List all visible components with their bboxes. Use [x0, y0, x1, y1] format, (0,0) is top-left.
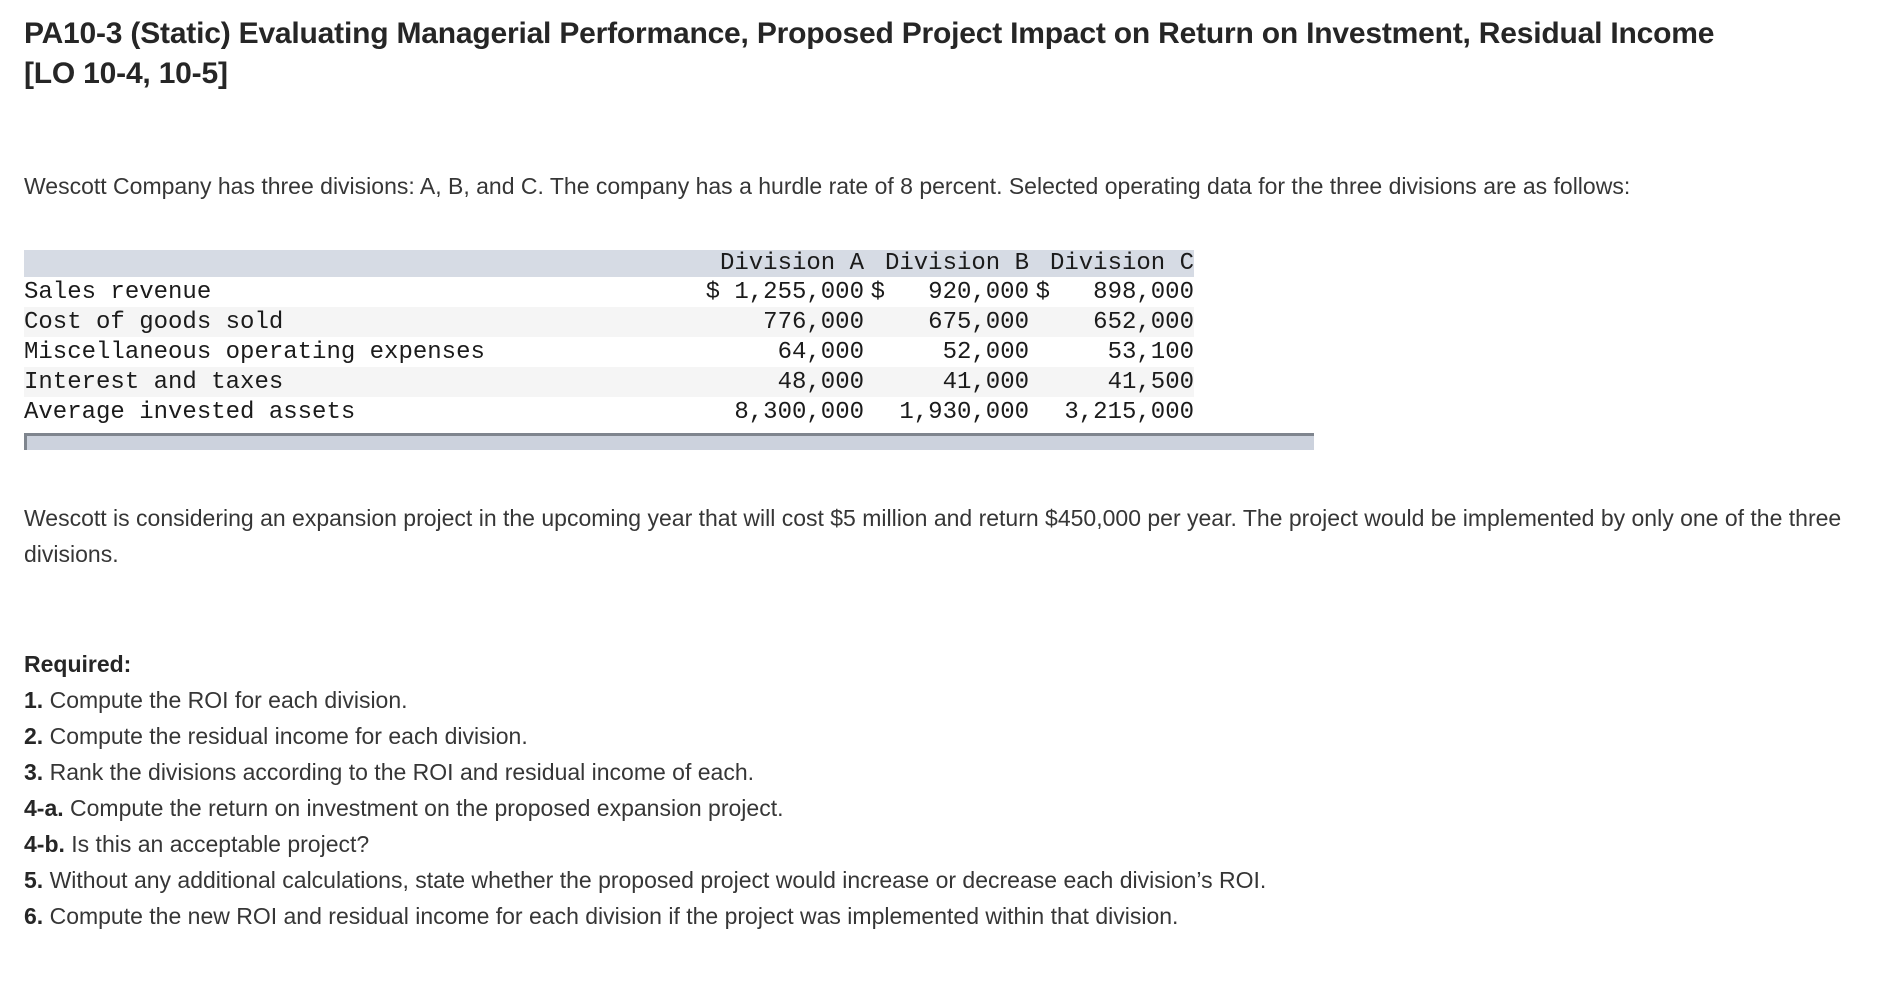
item-number: 5. [24, 867, 44, 893]
row-label: Miscellaneous operating expenses [24, 338, 485, 366]
item-number: 4-b. [24, 831, 65, 857]
row-label: Sales revenue [24, 278, 212, 306]
cell-division-a: $ 1,255,000 [705, 278, 864, 306]
assignment-page: PA10-3 (Static) Evaluating Managerial Pe… [24, 17, 1870, 950]
operating-data-table: Division A Division B Division C Sales r… [24, 250, 1194, 427]
required-item-6: 6. Compute the new ROI and residual inco… [24, 898, 1870, 934]
cell-division-c: 652,000 [1029, 307, 1194, 337]
cell-division-b: $ 920,000 [870, 278, 1029, 306]
cell-division-b: 52,000 [942, 338, 1029, 366]
required-item-2: 2. Compute the residual income for each … [24, 718, 1870, 754]
cell-division-a: 776,000 [699, 307, 864, 337]
required-item-1: 1. Compute the ROI for each division. [24, 682, 1870, 718]
cell-division-a: 64,000 [777, 338, 864, 366]
cell-division-c: 3,215,000 [1064, 398, 1194, 426]
row-label: Interest and taxes [24, 367, 699, 397]
cell-division-a: 8,300,000 [734, 398, 864, 426]
required-item-4b: 4-b. Is this an acceptable project? [24, 826, 1870, 862]
column-header-division-c: Division C [1029, 250, 1194, 277]
column-header-division-b: Division B [864, 250, 1029, 277]
column-header-division-a: Division A [699, 250, 864, 277]
cell-division-c: 53,100 [1107, 338, 1194, 366]
item-number: 3. [24, 759, 44, 785]
table-row-cost-of-goods-sold: Cost of goods sold 776,000 675,000 652,0… [24, 307, 1194, 337]
item-number: 4-a. [24, 795, 64, 821]
item-text: Is this an acceptable project? [71, 831, 370, 857]
row-label: Cost of goods sold [24, 307, 699, 337]
table-row-average-invested-assets: Average invested assets 8,300,000 1,930,… [24, 397, 1194, 427]
item-text: Compute the new ROI and residual income … [49, 903, 1179, 929]
required-section: Required: 1. Compute the ROI for each di… [24, 646, 1870, 950]
required-item-3: 3. Rank the divisions according to the R… [24, 754, 1870, 790]
column-header-blank [24, 250, 699, 277]
item-text: Rank the divisions according to the ROI … [49, 759, 755, 785]
cell-division-a: 48,000 [699, 367, 864, 397]
row-label: Average invested assets [24, 398, 356, 426]
required-item-4a: 4-a. Compute the return on investment on… [24, 790, 1870, 826]
item-number: 2. [24, 723, 44, 749]
table-header-row: Division A Division B Division C [24, 250, 1194, 277]
item-text: Compute the ROI for each division. [49, 687, 408, 713]
table-row-misc-operating-expenses: Miscellaneous operating expenses 64,000 … [24, 337, 1194, 367]
table-row-sales-revenue: Sales revenue $ 1,255,000 $ 920,000 $ 89… [24, 277, 1194, 307]
item-text: Compute the return on investment on the … [70, 795, 784, 821]
item-text: Without any additional calculations, sta… [49, 867, 1267, 893]
table-row-interest-and-taxes: Interest and taxes 48,000 41,000 41,500 [24, 367, 1194, 397]
required-label: Required: [24, 651, 132, 677]
problem-title: PA10-3 (Static) Evaluating Managerial Pe… [24, 17, 1715, 90]
operating-data-table-container: Division A Division B Division C Sales r… [24, 250, 1870, 450]
intro-paragraph: Wescott Company has three divisions: A, … [24, 173, 1631, 199]
cell-division-c: 41,500 [1029, 367, 1194, 397]
item-text: Compute the residual income for each div… [49, 723, 528, 749]
project-paragraph: Wescott is considering an expansion proj… [24, 505, 1842, 567]
cell-division-c: $ 898,000 [1035, 278, 1194, 306]
required-item-5: 5. Without any additional calculations, … [24, 862, 1870, 898]
table-horizontal-scrollbar[interactable] [24, 433, 1314, 450]
cell-division-b: 41,000 [864, 367, 1029, 397]
cell-division-b: 1,930,000 [899, 398, 1029, 426]
item-number: 6. [24, 903, 44, 929]
item-number: 1. [24, 687, 44, 713]
cell-division-b: 675,000 [864, 307, 1029, 337]
